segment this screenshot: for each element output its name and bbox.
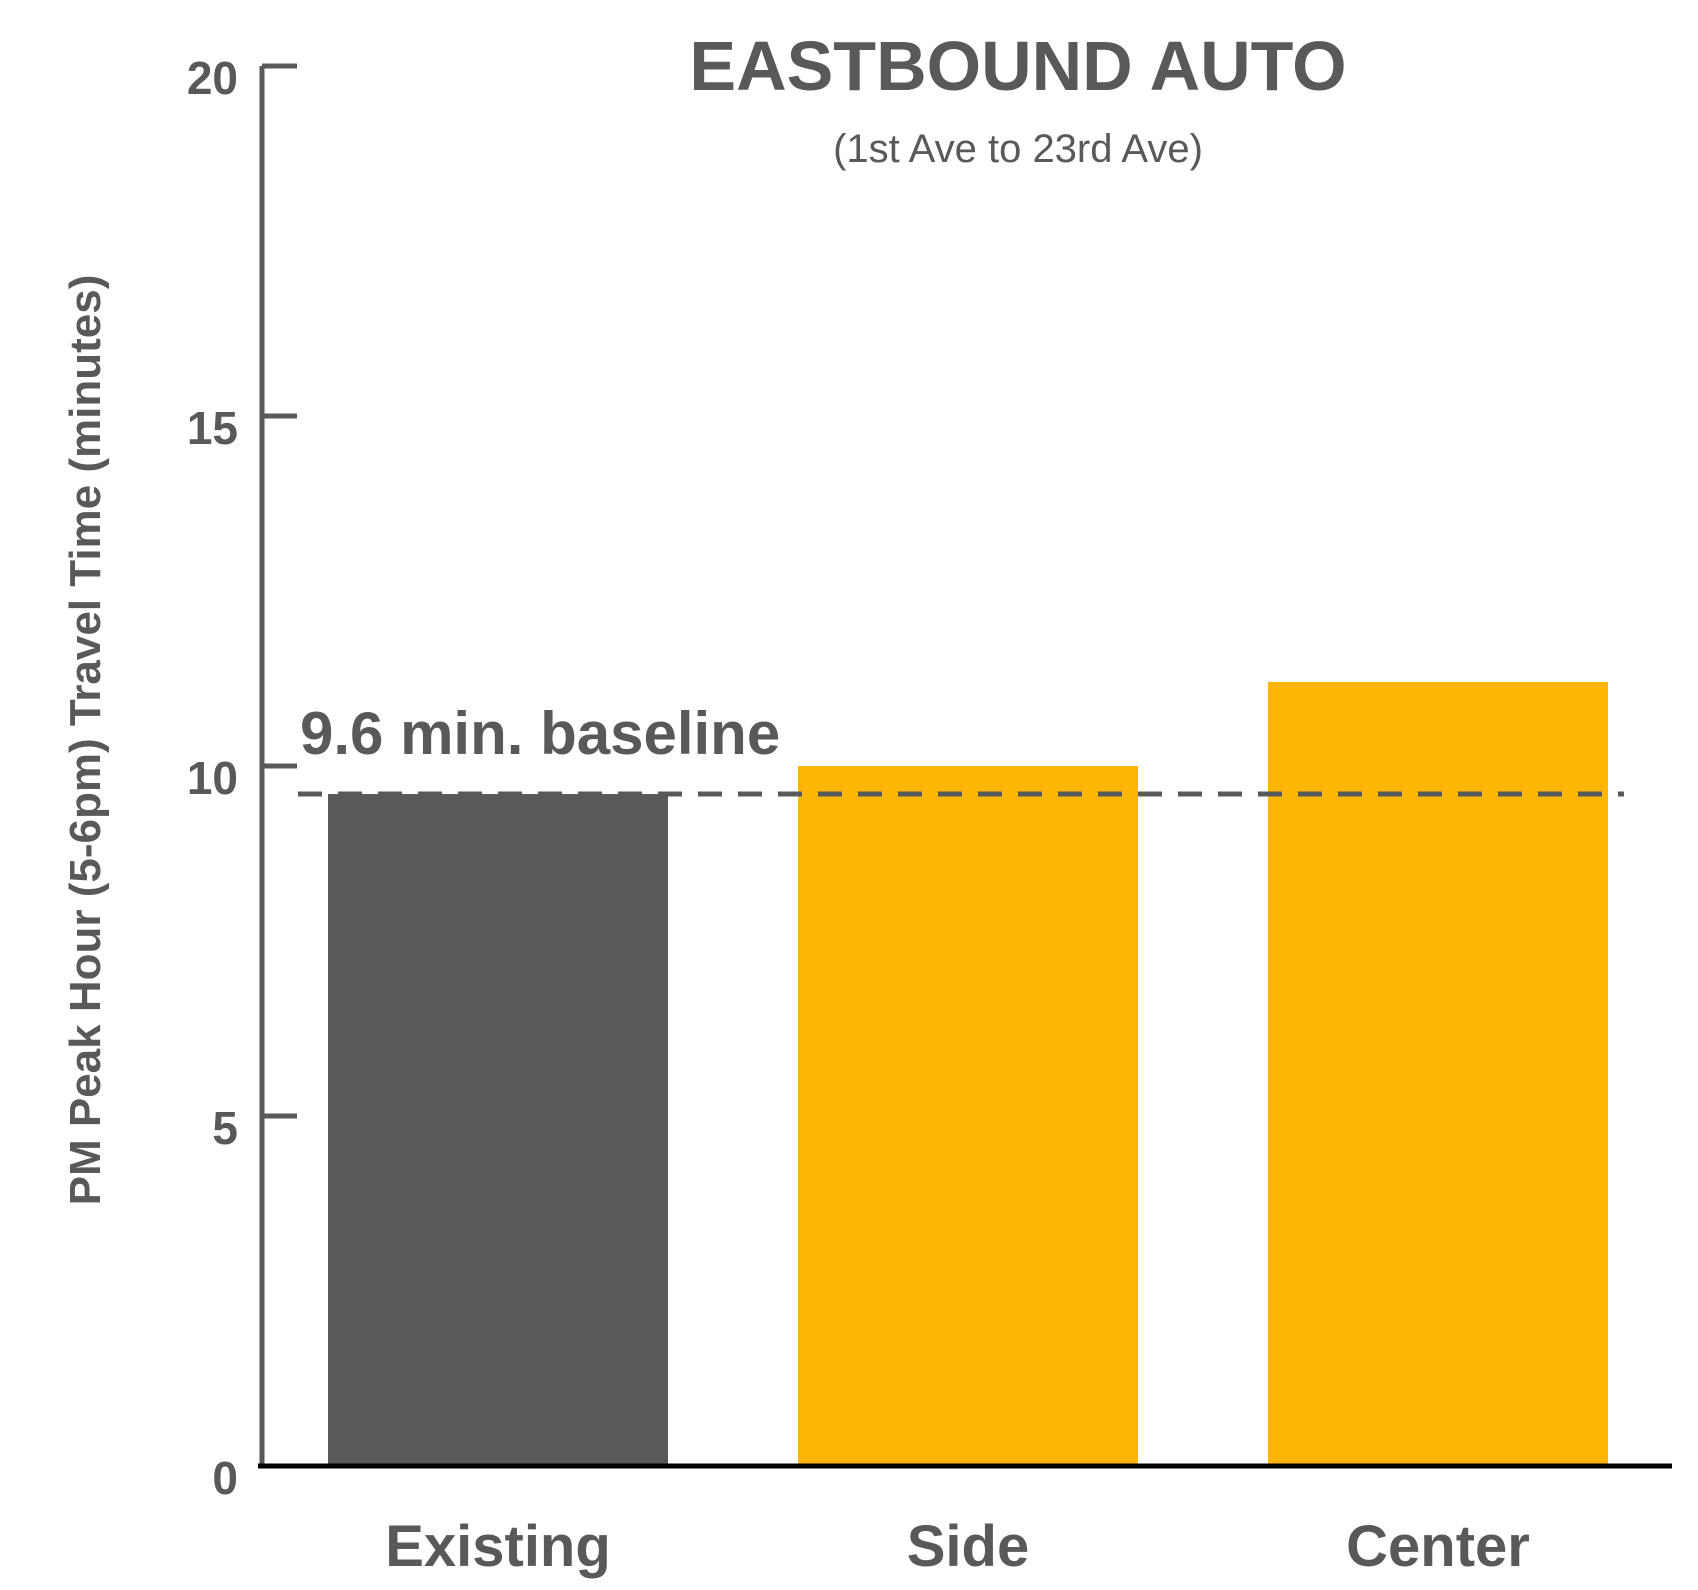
chart-title: EASTBOUND AUTO	[689, 27, 1346, 105]
baseline-label: 9.6 min. baseline	[300, 700, 780, 767]
y-axis-label: PM Peak Hour (5-6pm) Travel Time (minute…	[61, 275, 110, 1206]
bar-side	[798, 766, 1138, 1466]
x-tick-label-center: Center	[1346, 1514, 1530, 1579]
y-tick-label-20: 20	[187, 52, 238, 104]
chart-subtitle: (1st Ave to 23rd Ave)	[833, 127, 1203, 171]
y-tick-label-10: 10	[187, 752, 238, 804]
x-tick-label-side: Side	[907, 1514, 1030, 1579]
y-tick-label-15: 15	[187, 402, 238, 454]
bar-center	[1268, 682, 1608, 1466]
plot-area: 0 5 10 15 20 Existing Side Center 9.6 min. basel…	[187, 52, 1672, 1579]
y-tick-label-5: 5	[212, 1102, 238, 1154]
x-tick-label-existing: Existing	[385, 1514, 611, 1579]
y-tick-label-0: 0	[212, 1452, 238, 1504]
bar-existing	[328, 794, 668, 1466]
